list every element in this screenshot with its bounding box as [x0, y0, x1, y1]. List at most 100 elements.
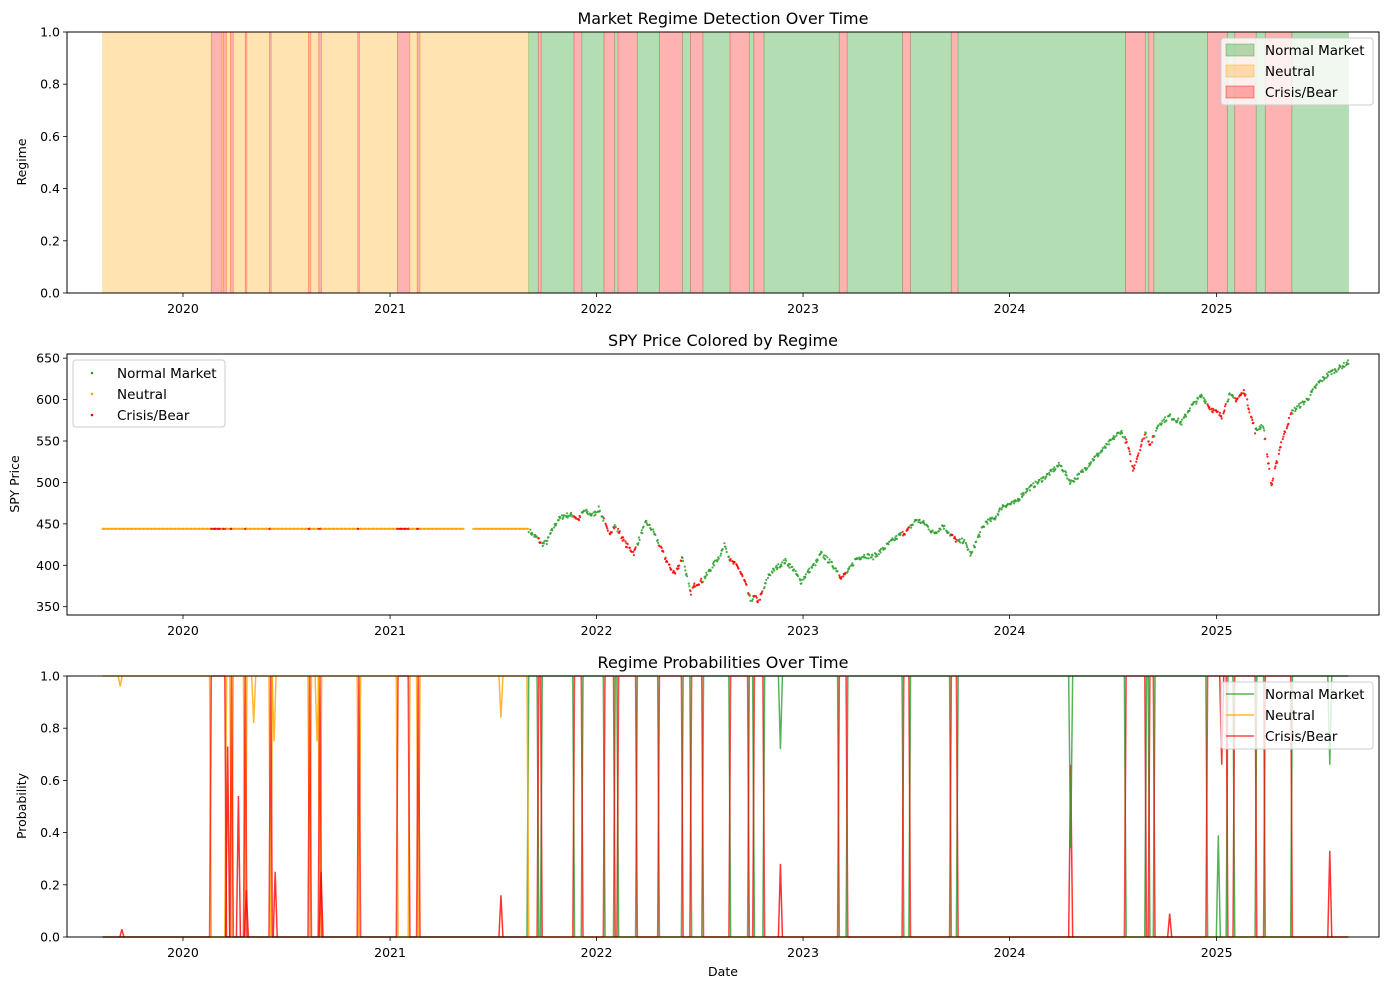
price-point: [704, 575, 707, 578]
price-point: [1156, 427, 1159, 430]
price-point: [1208, 405, 1211, 409]
price-point: [688, 585, 691, 588]
y-tick-label: 650: [36, 351, 60, 366]
price-point: [677, 567, 680, 570]
price-point: [515, 527, 518, 530]
price-point: [906, 528, 909, 532]
regime-panel-ylabel: Regime: [14, 138, 29, 185]
price-point: [1026, 489, 1029, 492]
price-point: [773, 569, 776, 572]
price-point: [1038, 479, 1041, 482]
price-point: [1327, 374, 1330, 377]
price-point: [1284, 431, 1287, 434]
price-point: [218, 527, 221, 530]
price-point: [622, 538, 625, 541]
price-point: [1024, 491, 1028, 494]
price-point: [1185, 415, 1188, 418]
price-point: [1183, 415, 1186, 418]
legend-label-normal: Normal Market: [117, 366, 217, 382]
price-point: [994, 517, 997, 520]
price-point: [1073, 480, 1076, 483]
price-point: [971, 550, 974, 554]
price-point: [385, 527, 388, 530]
price-point: [751, 599, 754, 603]
price-point: [922, 519, 925, 523]
price-point: [1291, 412, 1294, 415]
price-point: [624, 540, 627, 543]
price-point: [293, 527, 297, 530]
price-point: [1157, 424, 1160, 427]
price-point: [716, 559, 719, 562]
price-point: [650, 528, 653, 531]
probability-spike: [117, 675, 123, 687]
price-point: [1050, 470, 1053, 473]
price-point: [959, 541, 962, 544]
x-tick-label: 2025: [1201, 623, 1233, 638]
price-point: [1125, 438, 1128, 441]
price-point: [943, 524, 946, 527]
price-point: [562, 516, 565, 519]
regime-band: [636, 31, 660, 294]
price-point: [877, 553, 881, 556]
price-point: [440, 527, 443, 530]
price-point: [887, 543, 890, 546]
price-point: [587, 513, 590, 516]
price-point: [531, 531, 534, 534]
price-point: [965, 544, 968, 547]
price-point: [535, 535, 538, 538]
price-point: [381, 527, 384, 530]
y-tick-label: 0.4: [40, 181, 60, 196]
price-point: [1260, 423, 1263, 427]
price-point: [872, 558, 875, 561]
price-point: [1115, 434, 1118, 437]
price-point: [1192, 400, 1196, 404]
price-point: [404, 527, 407, 530]
price-point: [951, 534, 954, 537]
price-point: [606, 527, 609, 530]
price-point: [555, 522, 558, 525]
price-point: [1315, 383, 1318, 386]
price-point: [1144, 432, 1147, 435]
price-point: [1276, 461, 1279, 464]
price-point: [870, 556, 873, 559]
price-point: [1202, 396, 1205, 399]
price-point: [238, 527, 241, 530]
regime-band: [950, 31, 959, 294]
price-point: [1132, 467, 1136, 470]
price-point: [824, 554, 827, 557]
price-point: [503, 527, 506, 530]
price-point: [1339, 365, 1342, 368]
price-point: [794, 570, 797, 573]
price-point: [274, 527, 277, 530]
regime-band: [753, 31, 765, 294]
x-tick-label: 2022: [581, 623, 613, 638]
price-point: [1204, 400, 1207, 403]
price-point: [147, 527, 150, 530]
price-point: [1180, 423, 1183, 426]
price-point: [488, 527, 491, 530]
price-point: [575, 517, 578, 520]
price-point: [1151, 441, 1154, 444]
price-point: [246, 527, 249, 530]
price-point: [305, 527, 308, 530]
price-point: [1006, 502, 1010, 505]
price-point: [353, 527, 356, 530]
price-point: [851, 562, 854, 565]
price-point: [820, 551, 823, 554]
x-tick-label: 2024: [994, 945, 1026, 960]
price-point: [685, 572, 688, 576]
price-point: [1070, 479, 1073, 482]
price-point: [701, 580, 705, 583]
price-point: [1136, 454, 1140, 457]
y-tick-label: 0.4: [40, 825, 60, 840]
price-point: [1032, 482, 1035, 485]
price-point: [808, 567, 811, 570]
price-point: [1341, 367, 1344, 370]
price-point: [563, 514, 566, 517]
price-point: [396, 527, 400, 530]
price-point: [1342, 361, 1345, 364]
price-point: [1109, 439, 1112, 442]
price-y-axis: 350 400 450 500 550 600 650: [36, 351, 67, 614]
price-point: [874, 555, 877, 558]
price-point: [1076, 477, 1080, 480]
